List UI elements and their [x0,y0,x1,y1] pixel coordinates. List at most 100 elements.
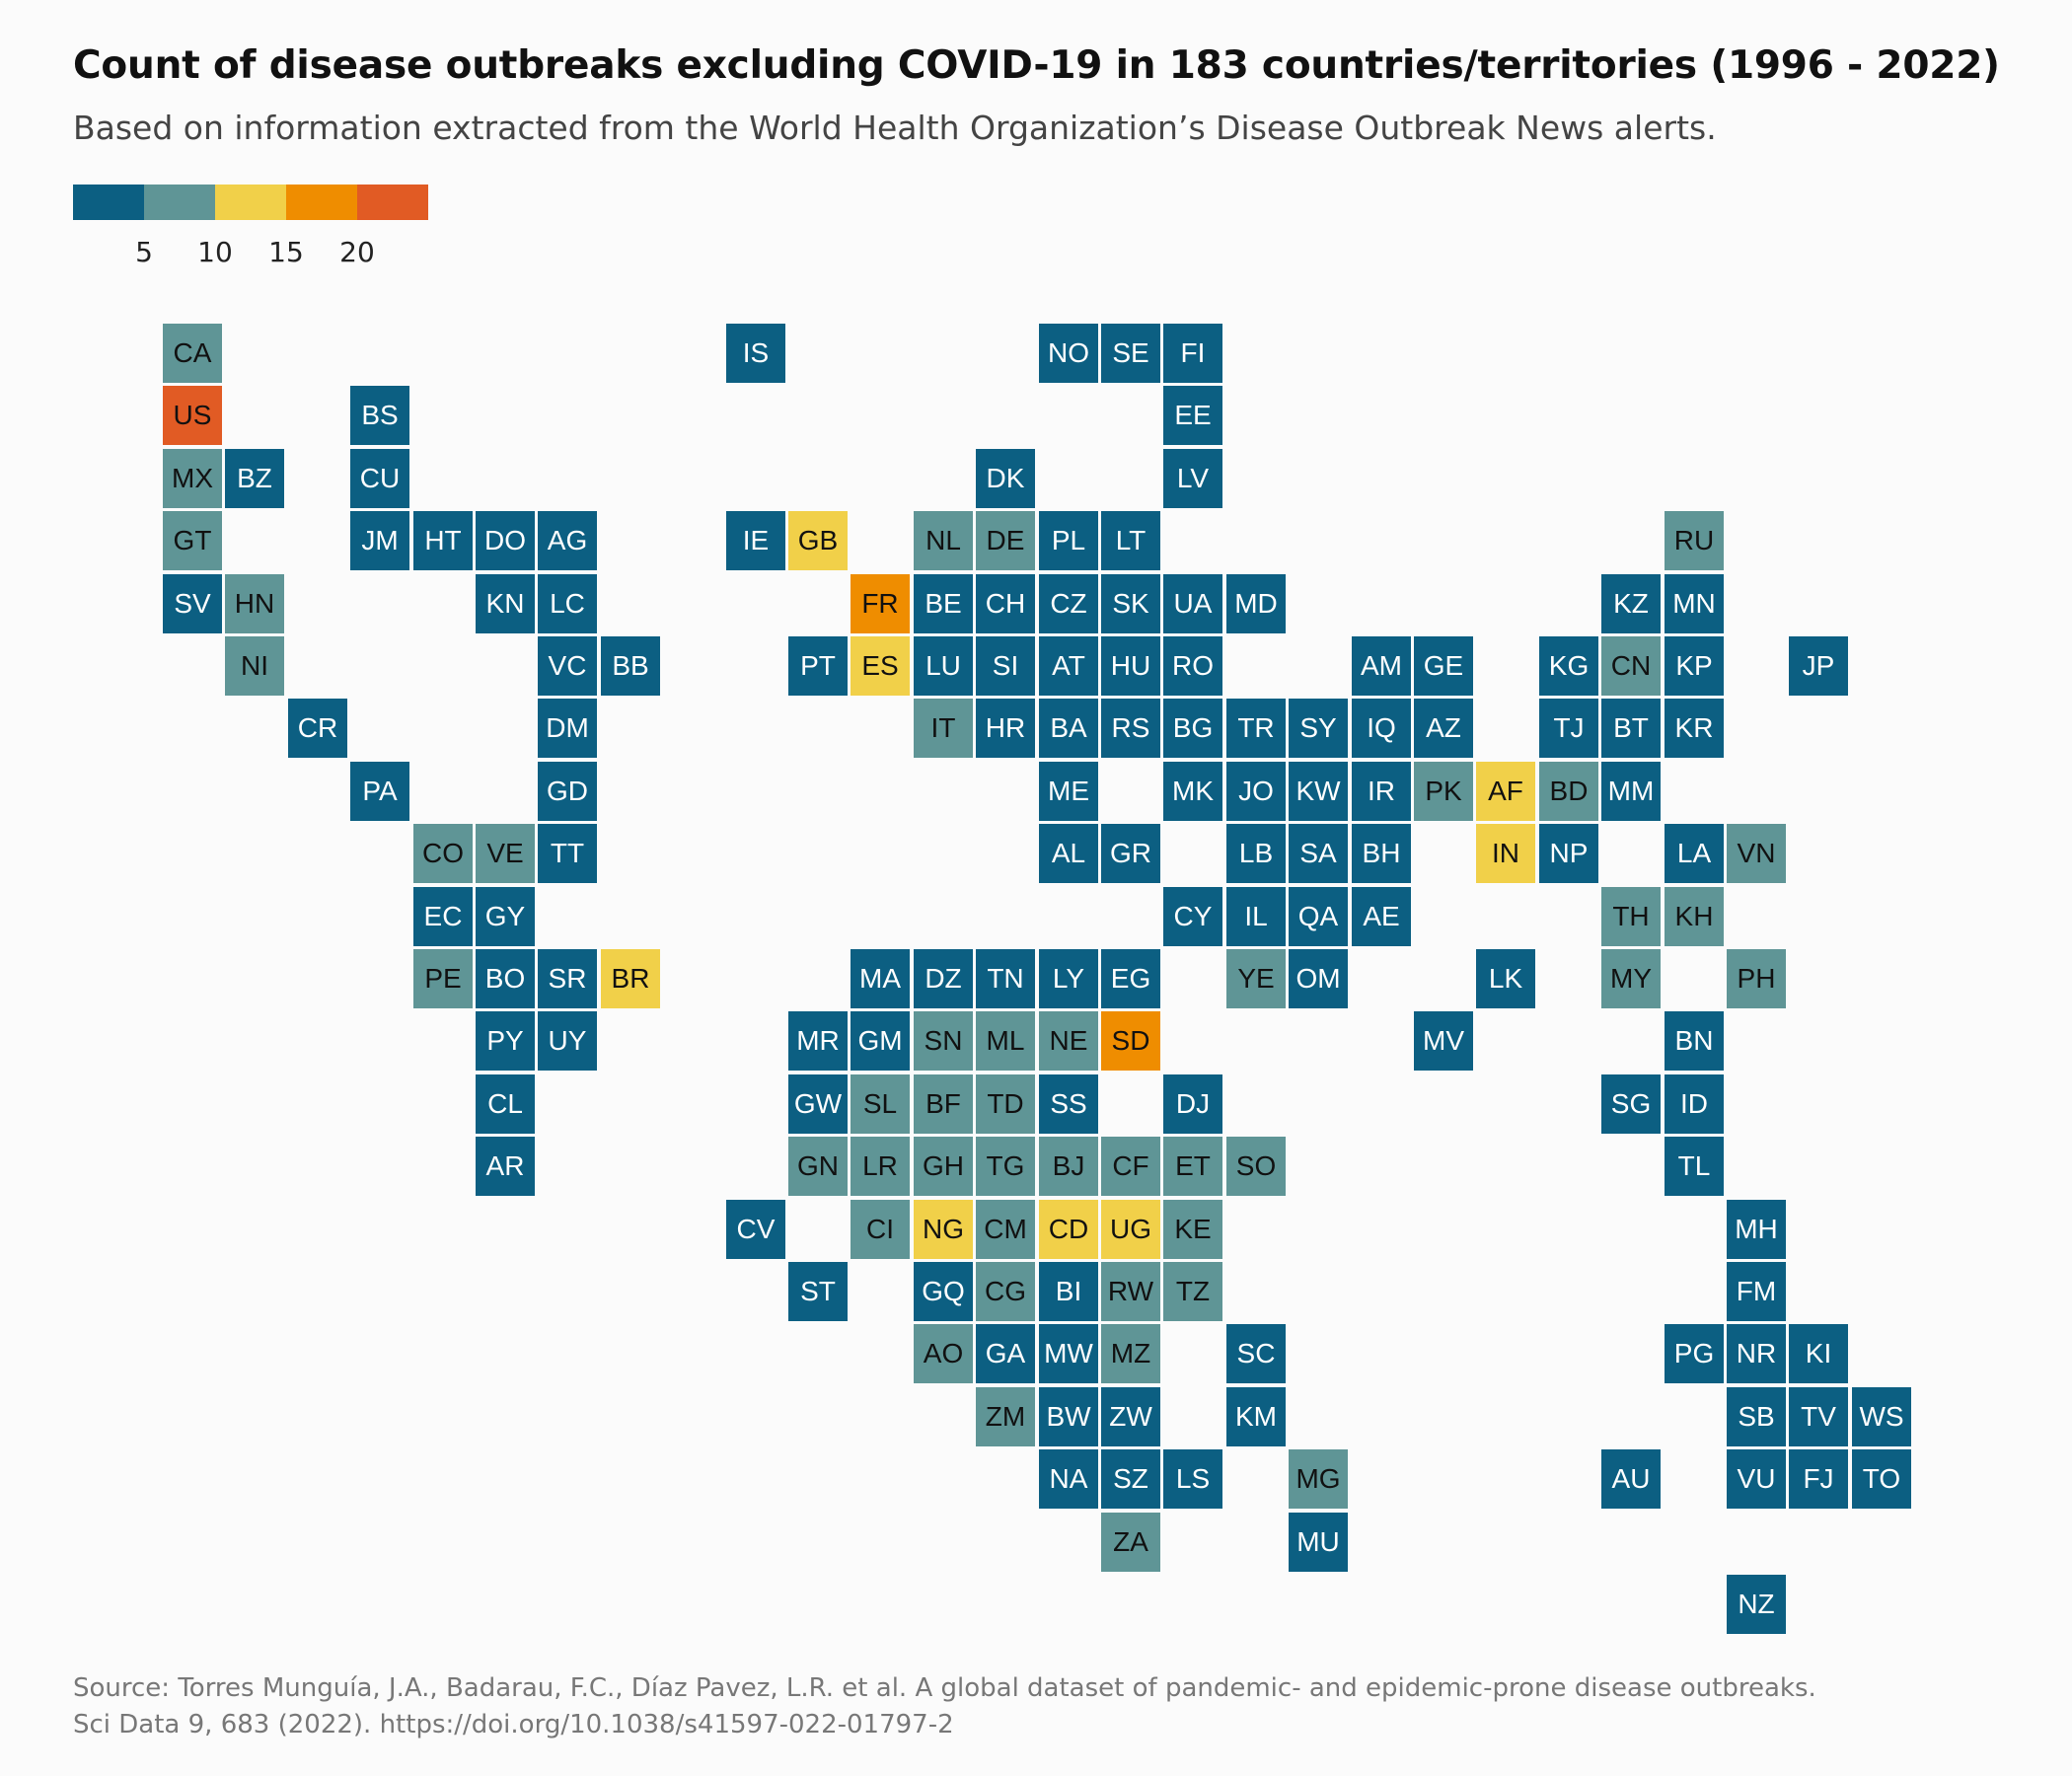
country-tile-hr: HR [976,699,1035,758]
legend-swatch [215,185,286,220]
country-tile-ae: AE [1352,887,1411,946]
country-tile-fj: FJ [1789,1449,1848,1509]
country-tile-hu: HU [1101,636,1160,696]
country-tile-ec: EC [413,887,473,946]
chart-title: Count of disease outbreaks excluding COV… [73,43,2000,88]
country-tile-mz: MZ [1101,1324,1160,1383]
country-tile-bj: BJ [1039,1137,1098,1196]
country-tile-bs: BS [350,386,409,445]
country-tile-vc: VC [538,636,597,696]
country-tile-ph: PH [1727,949,1786,1008]
country-tile-tr: TR [1226,699,1286,758]
country-tile-sb: SB [1727,1387,1786,1446]
country-tile-ca: CA [163,324,222,383]
country-tile-nz: NZ [1727,1575,1786,1634]
country-tile-bt: BT [1601,699,1661,758]
country-tile-sn: SN [914,1011,973,1071]
country-tile-bw: BW [1039,1387,1098,1446]
country-tile-cf: CF [1101,1137,1160,1196]
country-tile-la: LA [1665,824,1724,883]
country-tile-af: AF [1476,762,1535,821]
country-tile-jp: JP [1789,636,1848,696]
country-tile-ng: NG [914,1200,973,1259]
country-tile-co: CO [413,824,473,883]
country-tile-ht: HT [413,511,473,570]
country-tile-sc: SC [1226,1324,1286,1383]
country-tile-de: DE [976,511,1035,570]
country-tile-ug: UG [1101,1200,1160,1259]
country-tile-sk: SK [1101,574,1160,633]
country-tile-kp: KP [1665,636,1724,696]
country-tile-kn: KN [476,574,535,633]
country-tile-bi: BI [1039,1262,1098,1321]
country-tile-pa: PA [350,762,409,821]
country-tile-kh: KH [1665,887,1724,946]
country-tile-mn: MN [1665,574,1724,633]
country-tile-sl: SL [851,1074,910,1134]
country-tile-lv: LV [1163,449,1222,508]
country-tile-fi: FI [1163,324,1222,383]
country-tile-kw: KW [1289,762,1348,821]
country-tile-ws: WS [1852,1387,1911,1446]
country-tile-gq: GQ [914,1262,973,1321]
country-tile-ni: NI [225,636,284,696]
country-tile-cg: CG [976,1262,1035,1321]
country-tile-cv: CV [726,1200,785,1259]
country-tile-ve: VE [476,824,535,883]
country-tile-gh: GH [914,1137,973,1196]
country-tile-se: SE [1101,324,1160,383]
country-tile-nr: NR [1727,1324,1786,1383]
country-tile-st: ST [788,1262,848,1321]
country-tile-lt: LT [1101,511,1160,570]
country-tile-bd: BD [1539,762,1598,821]
country-tile-gm: GM [851,1011,910,1071]
country-tile-za: ZA [1101,1513,1160,1572]
country-tile-cz: CZ [1039,574,1098,633]
country-tile-au: AU [1601,1449,1661,1509]
country-tile-ci: CI [851,1200,910,1259]
country-tile-lb: LB [1226,824,1286,883]
legend-tick-label: 15 [268,236,304,268]
country-tile-jm: JM [350,511,409,570]
country-tile-bb: BB [601,636,660,696]
country-tile-th: TH [1601,887,1661,946]
country-tile-fm: FM [1727,1262,1786,1321]
country-tile-ge: GE [1414,636,1473,696]
country-tile-be: BE [914,574,973,633]
country-tile-so: SO [1226,1137,1286,1196]
country-tile-eg: EG [1101,949,1160,1008]
country-tile-pl: PL [1039,511,1098,570]
country-tile-tn: TN [976,949,1035,1008]
country-tile-es: ES [851,636,910,696]
country-tile-kg: KG [1539,636,1598,696]
country-tile-nl: NL [914,511,973,570]
country-tile-gb: GB [788,511,848,570]
country-tile-gn: GN [788,1137,848,1196]
country-tile-mu: MU [1289,1513,1348,1572]
country-tile-si: SI [976,636,1035,696]
legend-swatch [357,185,428,220]
country-tile-bz: BZ [225,449,284,508]
country-tile-gy: GY [476,887,535,946]
country-tile-pt: PT [788,636,848,696]
country-tile-mk: MK [1163,762,1222,821]
country-tile-it: IT [914,699,973,758]
country-tile-iq: IQ [1352,699,1411,758]
country-tile-mg: MG [1289,1449,1348,1509]
country-tile-cl: CL [476,1074,535,1134]
country-tile-pg: PG [1665,1324,1724,1383]
country-tile-gw: GW [788,1074,848,1134]
country-tile-at: AT [1039,636,1098,696]
country-tile-sd: SD [1101,1011,1160,1071]
country-tile-sr: SR [538,949,597,1008]
country-tile-ua: UA [1163,574,1222,633]
country-tile-ki: KI [1789,1324,1848,1383]
country-tile-pe: PE [413,949,473,1008]
country-tile-ir: IR [1352,762,1411,821]
country-tile-id: ID [1665,1074,1724,1134]
country-tile-gr: GR [1101,824,1160,883]
country-tile-mx: MX [163,449,222,508]
country-tile-ru: RU [1665,511,1724,570]
country-tile-to: TO [1852,1449,1911,1509]
country-tile-pk: PK [1414,762,1473,821]
